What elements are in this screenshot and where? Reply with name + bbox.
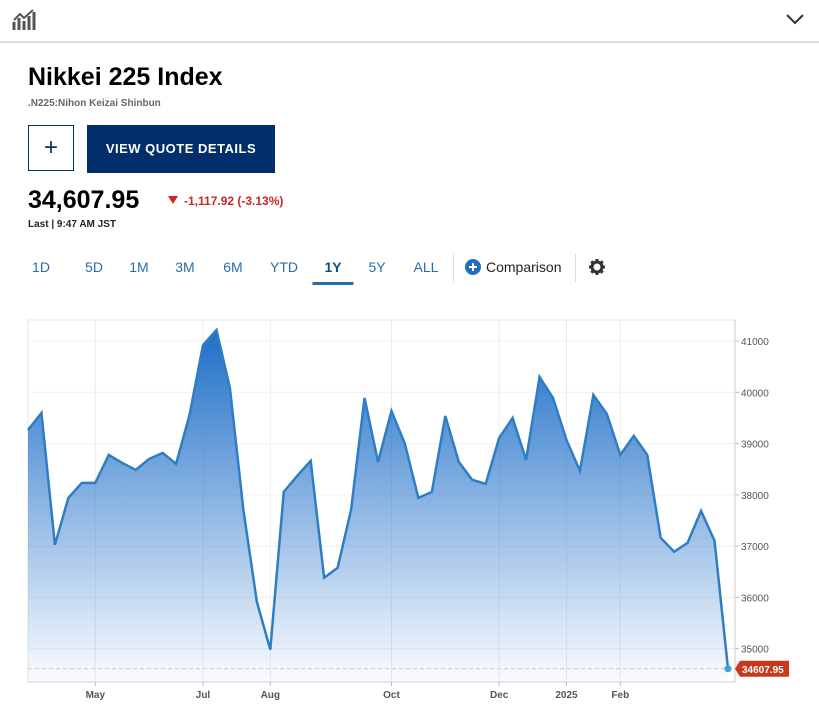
x-tick-label: May (86, 690, 106, 701)
y-tick-label: 37000 (741, 542, 769, 553)
y-tick-label: 40000 (741, 388, 769, 399)
change: -1,117.92 (-3.13%) (184, 194, 284, 208)
x-tick-label: 2025 (555, 690, 578, 701)
y-tick-label: 39000 (741, 440, 769, 451)
last-value-label: 34607.95 (742, 665, 784, 676)
tab[interactable]: 3M (175, 259, 195, 275)
top-bar (0, 0, 819, 43)
separator (575, 254, 576, 282)
tab[interactable]: 5Y (368, 259, 386, 275)
tab[interactable]: ALL (413, 259, 439, 275)
line (27, 327, 730, 669)
last-point (724, 665, 732, 673)
settings-icon[interactable] (588, 258, 606, 276)
add-button[interactable]: + (28, 125, 74, 171)
tab[interactable]: 1Y (312, 259, 354, 285)
chevron[interactable] (785, 12, 805, 26)
tab[interactable]: 1M (129, 259, 149, 275)
down-arrow (168, 196, 178, 204)
comparison-icon[interactable] (465, 259, 481, 275)
area (28, 330, 728, 682)
subtitle: .N225:Nihon Keizai Shinbun (28, 98, 161, 109)
y-tick-label: 38000 (741, 491, 769, 502)
separator (453, 254, 454, 282)
tab[interactable]: 5D (85, 259, 103, 275)
y-tick-label: 36000 (741, 593, 769, 604)
x-tick-label: Feb (611, 690, 629, 701)
title: Nikkei 225 Index (28, 63, 223, 91)
y-tick-label: 35000 (741, 645, 769, 656)
last-value-tag (735, 660, 789, 677)
price: 34,607.95 (28, 186, 140, 214)
tab[interactable]: 1D (32, 259, 50, 275)
x-tick-label: Dec (490, 690, 509, 701)
y-tick-label: 41000 (741, 337, 769, 348)
comparison[interactable]: Comparison (486, 259, 562, 275)
chart-icon[interactable] (12, 8, 36, 32)
x-tick-label: Aug (261, 690, 280, 701)
x-tick-label: Oct (383, 690, 400, 701)
x-tick-label: Jul (196, 690, 211, 701)
tab[interactable]: 6M (223, 259, 243, 275)
tab[interactable]: YTD (270, 259, 298, 275)
quote-button[interactable]: VIEW QUOTE DETAILS (87, 125, 275, 173)
last-time: Last | 9:47 AM JST (28, 219, 117, 230)
